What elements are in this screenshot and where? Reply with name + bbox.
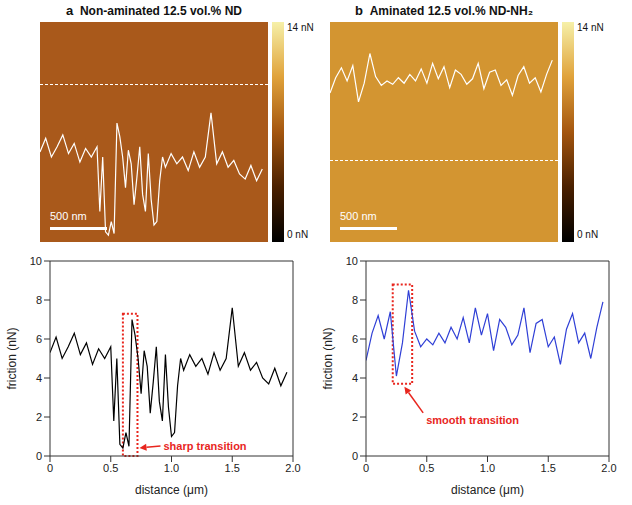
html-text:14 nN: 14 nN [577, 22, 604, 33]
svg-text:1.5: 1.5 [541, 462, 556, 474]
svg-text:8: 8 [36, 294, 42, 306]
svg-text:4: 4 [352, 372, 358, 384]
svg-text:smooth transition: smooth transition [426, 414, 519, 426]
svg-text:10: 10 [346, 255, 358, 267]
html-text:14 nN: 14 nN [287, 22, 314, 33]
svg-text:6: 6 [352, 333, 358, 345]
svg-text:distance (μm): distance (μm) [451, 483, 524, 497]
svg-text:8: 8 [352, 294, 358, 306]
html-text:500 nm: 500 nm [50, 210, 87, 222]
html-text:b: b [355, 3, 363, 18]
svg-text:4: 4 [36, 372, 42, 384]
svg-text:friction (nN): friction (nN) [321, 327, 335, 389]
svg-text:distance (μm): distance (μm) [135, 483, 208, 497]
svg-text:1.0: 1.0 [480, 462, 495, 474]
html-text:0 nN: 0 nN [577, 229, 599, 240]
html-text:500 nm: 500 nm [340, 210, 377, 222]
svg-text:0: 0 [363, 462, 369, 474]
svg-text:friction (nN): friction (nN) [5, 327, 19, 389]
svg-text:0.5: 0.5 [419, 462, 434, 474]
html-text:a Non-aminated 12.5 vol.% ND: a Non-aminated 12.5 vol.% ND [66, 3, 242, 18]
svg-text:10: 10 [30, 255, 42, 267]
svg-text:2: 2 [36, 411, 42, 423]
svg-text:1.0: 1.0 [164, 462, 179, 474]
svg-text:1.5: 1.5 [225, 462, 240, 474]
svg-text:0.5: 0.5 [103, 462, 118, 474]
svg-text:0: 0 [47, 462, 53, 474]
html-text:0 nN: 0 nN [287, 229, 309, 240]
svg-text:2: 2 [352, 411, 358, 423]
svg-text:2.0: 2.0 [601, 462, 616, 474]
svg-text:0: 0 [36, 450, 42, 462]
svg-text:sharp transition: sharp transition [163, 440, 246, 452]
html-text:Aminated 12.5 vol.% ND-NH₂: Aminated 12.5 vol.% ND-NH₂ [369, 4, 533, 18]
svg-text:6: 6 [36, 333, 42, 345]
svg-text:0: 0 [352, 450, 358, 462]
svg-text:2.0: 2.0 [285, 462, 300, 474]
